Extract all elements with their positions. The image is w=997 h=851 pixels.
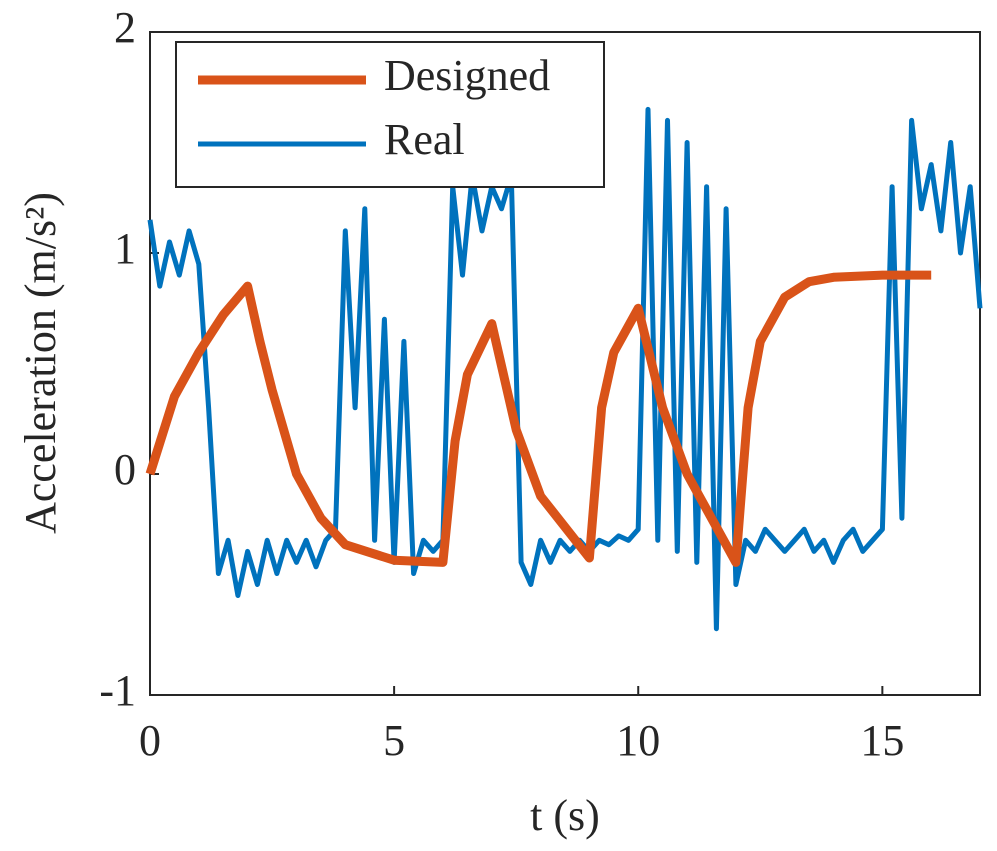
y-tick-label: 2 <box>114 3 136 52</box>
y-tick-label: -1 <box>99 666 136 715</box>
legend-label: Designed <box>384 51 550 100</box>
y-tick-label: 0 <box>114 445 136 494</box>
x-tick-label: 0 <box>139 716 161 765</box>
x-tick-label: 15 <box>860 716 904 765</box>
legend-box <box>175 41 605 188</box>
y-tick-label: 1 <box>114 224 136 273</box>
legend-label: Real <box>384 115 465 164</box>
x-tick-label: 10 <box>616 716 660 765</box>
x-tick-label: 5 <box>383 716 405 765</box>
series-line <box>145 270 932 567</box>
x-axis-label: t (s) <box>530 791 600 840</box>
y-axis-label: Acceleration (m/s²) <box>16 192 65 534</box>
series-line <box>147 106 983 632</box>
